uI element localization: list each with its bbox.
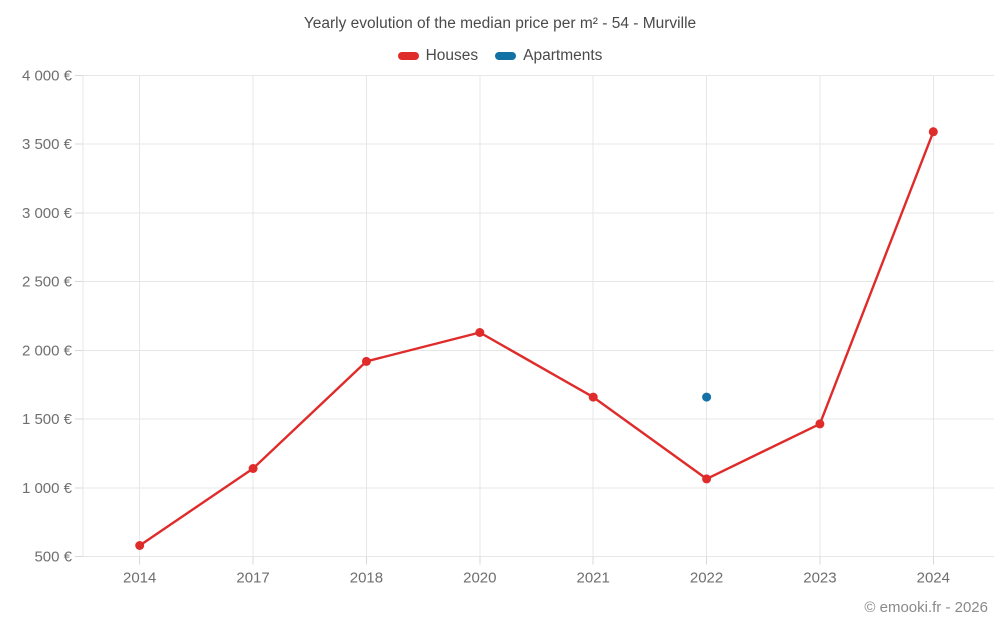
x-tick-label: 2018: [350, 570, 383, 587]
x-tick-label: 2014: [123, 570, 156, 587]
point-houses-2017[interactable]: [248, 464, 258, 473]
legend-swatch-apartments: [495, 52, 517, 60]
y-tick-label: 1 000 €: [22, 480, 73, 497]
point-houses-2024[interactable]: [928, 127, 938, 137]
x-tick-label: 2020: [463, 570, 496, 587]
point-houses-2020[interactable]: [475, 328, 485, 337]
y-tick-label: 2 500 €: [22, 274, 73, 291]
y-tick-label: 1 500 €: [22, 411, 73, 428]
point-houses-2023[interactable]: [815, 419, 825, 429]
point-houses-2018[interactable]: [361, 356, 371, 366]
x-tick-label: 2021: [577, 570, 610, 587]
series-line-houses: [138, 130, 935, 547]
copyright-note: © emooki.fr - 2026: [864, 599, 988, 616]
legend-label-houses: Houses: [425, 47, 479, 64]
x-tick-label: 2022: [690, 570, 723, 587]
point-apartments-2022[interactable]: [702, 392, 712, 402]
point-houses-2022[interactable]: [702, 474, 712, 484]
point-houses-2021[interactable]: [588, 392, 598, 402]
y-tick-label: 3 500 €: [22, 136, 73, 153]
y-tick-label: 500 €: [34, 549, 72, 566]
legend-label-apartments: Apartments: [523, 47, 603, 64]
y-tick-label: 4 000 €: [22, 68, 73, 85]
point-houses-2014[interactable]: [135, 541, 145, 550]
x-tick-label: 2023: [803, 570, 836, 587]
x-tick-label: 2017: [236, 570, 269, 587]
legend-item-houses[interactable]: Houses: [397, 47, 479, 65]
chart-title: Yearly evolution of the median price per…: [303, 15, 697, 32]
legend-item-apartments[interactable]: Apartments: [495, 47, 602, 65]
x-tick-label: 2024: [917, 570, 950, 587]
y-tick-label: 3 000 €: [22, 205, 73, 222]
chart-legend: Houses Apartments: [0, 47, 1000, 65]
legend-swatch-houses: [397, 52, 419, 60]
y-tick-label: 2 000 €: [22, 342, 73, 359]
